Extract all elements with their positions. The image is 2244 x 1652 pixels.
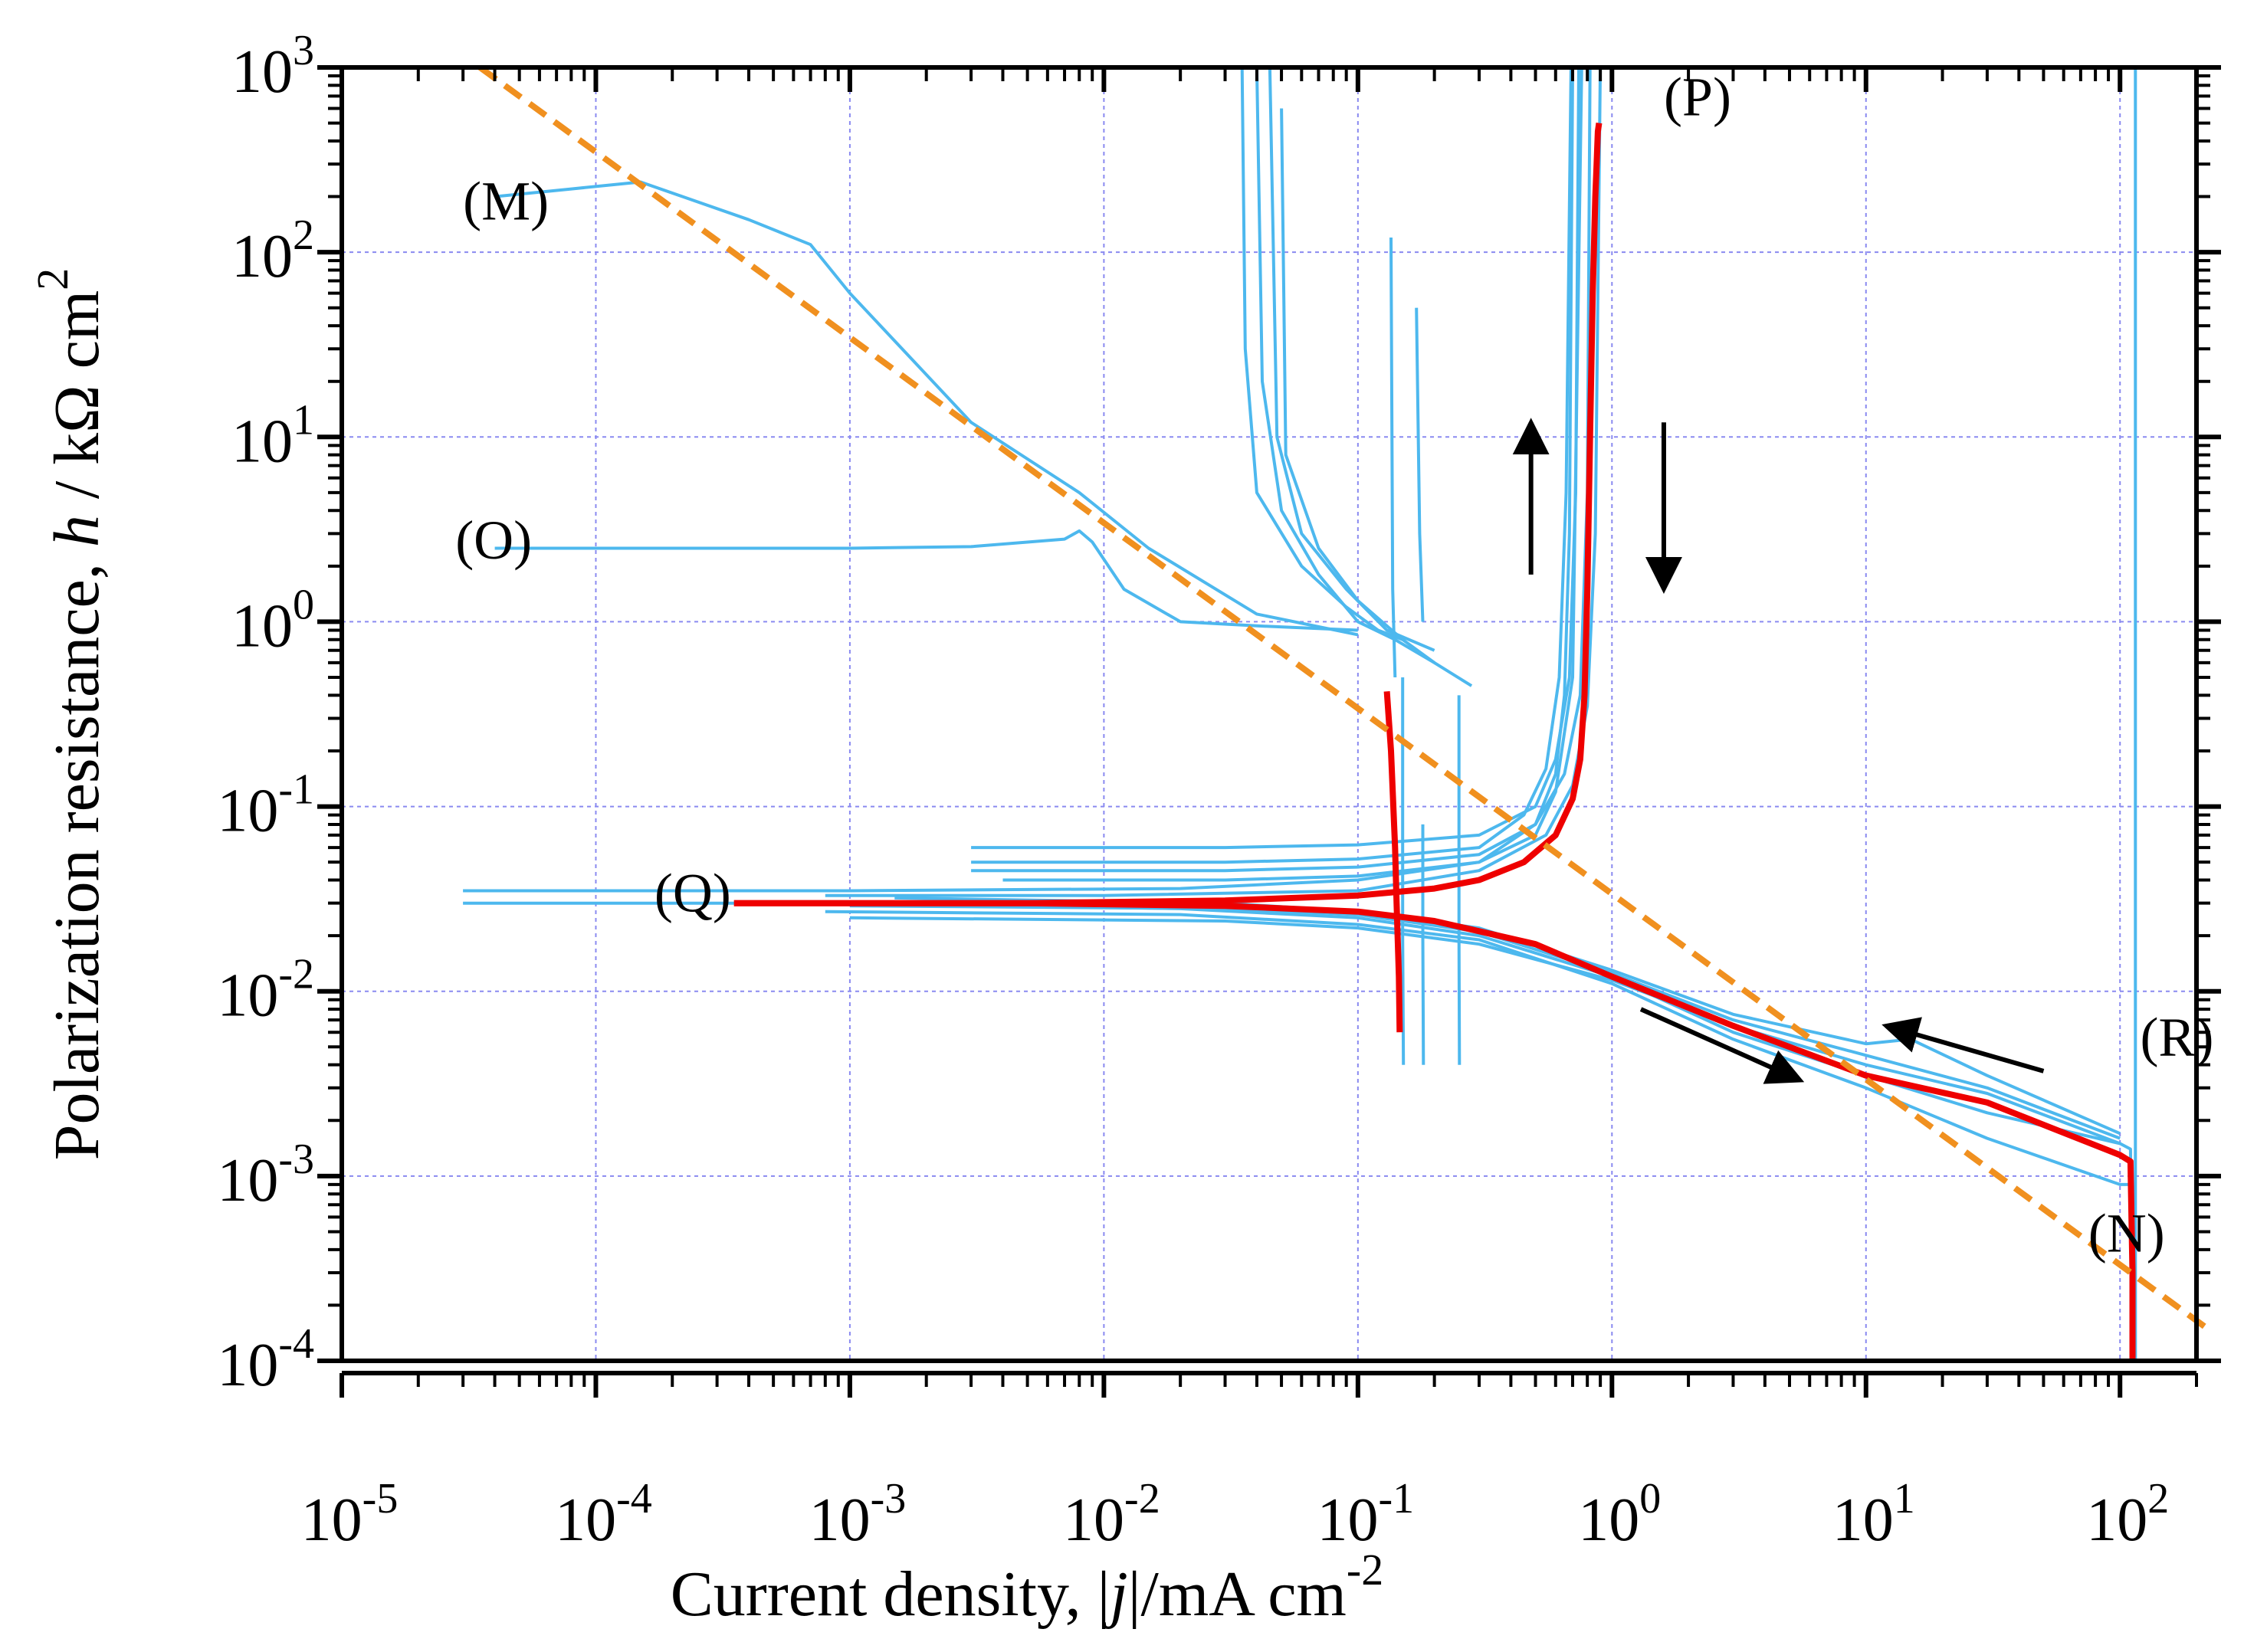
y-axis-title-var: h (41, 515, 113, 547)
x-tick-label: 10-4 (555, 1475, 652, 1554)
axis-ticks (317, 65, 2221, 1398)
annotation-label: (Q) (654, 863, 731, 924)
y-axis-title: Polarization resistance, h / kΩ cm2 (28, 268, 113, 1160)
arrow-layer (1512, 418, 2045, 1084)
annotation-label: (P) (1664, 67, 1731, 128)
fit-layer (477, 64, 2210, 1331)
series-red-P (733, 123, 1603, 906)
plot-border (340, 65, 2199, 1363)
series-blue-f (1415, 307, 1425, 622)
plot-frame (340, 65, 2199, 1363)
y-tick-label: 10-3 (217, 1136, 314, 1214)
grid (341, 67, 2196, 1362)
x-axis-title-prefix: Current density, | (671, 1559, 1111, 1630)
series-blue-N1 (463, 901, 2134, 1361)
x-tick-label: 10-5 (301, 1475, 399, 1554)
series-blue-e (1389, 237, 1397, 678)
fit-line (477, 64, 2210, 1331)
y-tick-label: 10-2 (217, 951, 314, 1030)
arrow-left-up (1881, 1017, 2045, 1073)
y-tick-label: 10-4 (217, 1320, 314, 1399)
series-blue-d (1280, 108, 1435, 664)
series-layer (463, 67, 2137, 1361)
series-blue-N3 (849, 916, 2121, 1146)
series-blue-b (1255, 67, 1473, 687)
y-axis-title-prefix: Polarization resistance, (41, 547, 113, 1160)
series-M (494, 180, 1359, 637)
y-tick-label: 100 (231, 581, 314, 660)
series-blue-N2 (825, 910, 2131, 1186)
y-axis-title-suffix: / kΩ cm (41, 290, 113, 515)
x-axis-title-suffix: |/mA cm (1128, 1559, 1347, 1630)
y-tick-label: 101 (231, 396, 314, 475)
series-blue-c (1268, 67, 1435, 652)
x-tick-label: 102 (2086, 1475, 2169, 1554)
y-tick-label: 10-1 (217, 766, 314, 845)
series-blue-drop-c (1457, 695, 1462, 1065)
tick-labels: 10-5 10-4 10-3 10-2 10-1 100 101 102 10-4 10-3 10-… (217, 27, 2169, 1554)
series-O (494, 529, 1358, 632)
arrow-right-down (1639, 1007, 1805, 1084)
series-blue-P3 (971, 67, 1573, 864)
y-tick-label: 102 (231, 211, 314, 290)
y-axis-title-sup: 2 (28, 268, 77, 290)
series-blue-P5 (1002, 67, 1583, 882)
x-tick-label: 10-3 (809, 1475, 907, 1554)
annotation-label: (M) (463, 171, 549, 232)
x-axis-title: Current density, |j|/mA cm-2 (671, 1545, 1383, 1630)
y-tick-label: 103 (231, 27, 314, 106)
series-blue-P1 (463, 67, 1574, 893)
annotations: (M) (O) (P) (Q) (R) (N) (455, 67, 2213, 1264)
x-axis-title-sup: -2 (1347, 1545, 1383, 1595)
x-tick-label: 101 (1832, 1475, 1915, 1554)
annotation-label: (O) (455, 510, 532, 571)
x-tick-label: 10-2 (1063, 1475, 1160, 1554)
series-red-Q (1383, 691, 1403, 1033)
series-blue-drop-a (1401, 677, 1406, 1065)
series-blue-P4 (971, 67, 1592, 873)
series-red-N (733, 900, 2136, 1361)
series-blue-drop-b (1421, 824, 1425, 1065)
x-tick-label: 10-1 (1317, 1475, 1415, 1554)
annotation-label: (R) (2140, 1006, 2213, 1067)
x-tick-label: 100 (1578, 1475, 1661, 1554)
annotation-label: (N) (2088, 1202, 2165, 1264)
series-blue-P6 (825, 67, 1603, 897)
